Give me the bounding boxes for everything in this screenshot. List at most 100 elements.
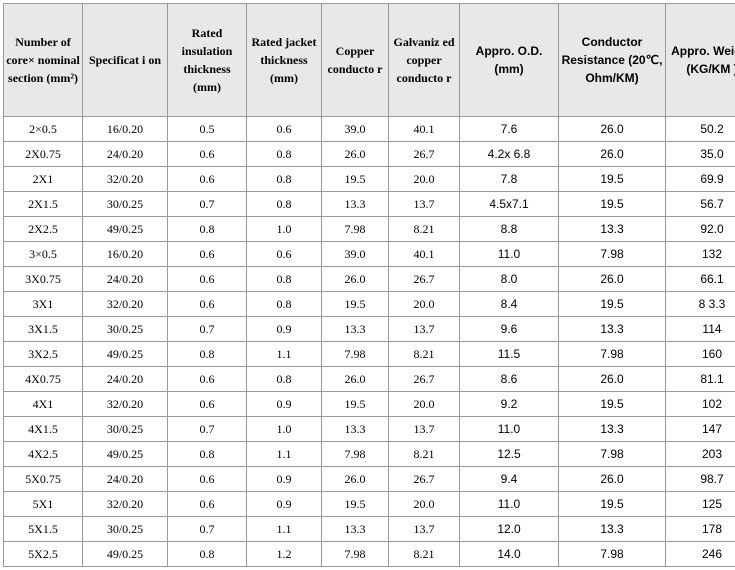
cell-r4-c1: 49/0.25 <box>83 217 168 242</box>
cell-r7-c6: 8.4 <box>460 292 559 317</box>
cell-r12-c8: 147 <box>666 417 735 442</box>
table-row: 3×0.516/0.200.60.639.040.111.07.98132 <box>4 242 735 267</box>
table-header: Number of core× nominal section (mm²)Spe… <box>4 4 735 117</box>
cell-r15-c5: 20.0 <box>389 492 460 517</box>
cell-r3-c4: 13.3 <box>322 192 389 217</box>
table-row: 4X2.549/0.250.81.17.988.2112.57.98203 <box>4 442 735 467</box>
col-header-7: Conductor Resistance (20℃, Ohm/KM) <box>559 4 666 117</box>
cell-r4-c7: 13.3 <box>559 217 666 242</box>
table-row: 2X132/0.200.60.819.520.07.819.569.9 <box>4 167 735 192</box>
cell-r9-c7: 7.98 <box>559 342 666 367</box>
col-header-8: Appro. Weight (KG/KM ) <box>666 4 735 117</box>
cell-r0-c0: 2×0.5 <box>4 117 83 142</box>
cell-r1-c6: 4.2x 6.8 <box>460 142 559 167</box>
table-row: 2×0.516/0.200.50.639.040.17.626.050.2 <box>4 117 735 142</box>
cell-r11-c0: 4X1 <box>4 392 83 417</box>
cell-r1-c0: 2X0.75 <box>4 142 83 167</box>
cell-r11-c2: 0.6 <box>168 392 247 417</box>
cell-r2-c5: 20.0 <box>389 167 460 192</box>
cell-r6-c0: 3X0.75 <box>4 267 83 292</box>
cell-r5-c7: 7.98 <box>559 242 666 267</box>
cell-r17-c4: 7.98 <box>322 542 389 567</box>
cell-r2-c6: 7.8 <box>460 167 559 192</box>
table-row: 3X132/0.200.60.819.520.08.419.58 3.3 <box>4 292 735 317</box>
cell-r12-c7: 13.3 <box>559 417 666 442</box>
cell-r5-c1: 16/0.20 <box>83 242 168 267</box>
col-header-6: Appro. O.D. (mm) <box>460 4 559 117</box>
cell-r3-c2: 0.7 <box>168 192 247 217</box>
cell-r0-c7: 26.0 <box>559 117 666 142</box>
cell-r3-c0: 2X1.5 <box>4 192 83 217</box>
cell-r16-c0: 5X1.5 <box>4 517 83 542</box>
cell-r17-c6: 14.0 <box>460 542 559 567</box>
cell-r0-c4: 39.0 <box>322 117 389 142</box>
cell-r13-c6: 12.5 <box>460 442 559 467</box>
cell-r15-c1: 32/0.20 <box>83 492 168 517</box>
cell-r12-c2: 0.7 <box>168 417 247 442</box>
table-row: 5X1.530/0.250.71.113.313.712.013.3178 <box>4 517 735 542</box>
cell-r6-c3: 0.8 <box>247 267 322 292</box>
cell-r11-c4: 19.5 <box>322 392 389 417</box>
cell-r11-c6: 9.2 <box>460 392 559 417</box>
cell-r16-c4: 13.3 <box>322 517 389 542</box>
cell-r2-c7: 19.5 <box>559 167 666 192</box>
cell-r1-c3: 0.8 <box>247 142 322 167</box>
cell-r16-c5: 13.7 <box>389 517 460 542</box>
cell-r1-c2: 0.6 <box>168 142 247 167</box>
cell-r1-c7: 26.0 <box>559 142 666 167</box>
table-row: 2X2.549/0.250.81.07.988.218.813.392.0 <box>4 217 735 242</box>
cell-r2-c3: 0.8 <box>247 167 322 192</box>
cell-r13-c2: 0.8 <box>168 442 247 467</box>
cell-r3-c8: 56.7 <box>666 192 735 217</box>
cell-r13-c1: 49/0.25 <box>83 442 168 467</box>
table-row: 5X2.549/0.250.81.27.988.2114.07.98246 <box>4 542 735 567</box>
cell-r9-c3: 1.1 <box>247 342 322 367</box>
cell-r10-c6: 8.6 <box>460 367 559 392</box>
cell-r2-c1: 32/0.20 <box>83 167 168 192</box>
cell-r14-c0: 5X0.75 <box>4 467 83 492</box>
cell-r6-c7: 26.0 <box>559 267 666 292</box>
cell-r16-c6: 12.0 <box>460 517 559 542</box>
cell-r8-c4: 13.3 <box>322 317 389 342</box>
cell-r1-c4: 26.0 <box>322 142 389 167</box>
cell-r15-c2: 0.6 <box>168 492 247 517</box>
cell-r4-c3: 1.0 <box>247 217 322 242</box>
cell-r17-c7: 7.98 <box>559 542 666 567</box>
cell-r13-c4: 7.98 <box>322 442 389 467</box>
table-row: 3X1.530/0.250.70.913.313.79.613.3114 <box>4 317 735 342</box>
cell-r10-c2: 0.6 <box>168 367 247 392</box>
cell-r10-c5: 26.7 <box>389 367 460 392</box>
cell-r6-c5: 26.7 <box>389 267 460 292</box>
cell-r13-c3: 1.1 <box>247 442 322 467</box>
cell-r4-c6: 8.8 <box>460 217 559 242</box>
table-row: 4X0.7524/0.200.60.826.026.78.626.081.1 <box>4 367 735 392</box>
cell-r15-c0: 5X1 <box>4 492 83 517</box>
cell-r14-c7: 26.0 <box>559 467 666 492</box>
cell-r1-c1: 24/0.20 <box>83 142 168 167</box>
cell-r17-c3: 1.2 <box>247 542 322 567</box>
cell-r8-c3: 0.9 <box>247 317 322 342</box>
cell-r11-c1: 32/0.20 <box>83 392 168 417</box>
cell-r14-c2: 0.6 <box>168 467 247 492</box>
table-row: 5X132/0.200.60.919.520.011.019.5125 <box>4 492 735 517</box>
cell-r8-c8: 114 <box>666 317 735 342</box>
cell-r0-c5: 40.1 <box>389 117 460 142</box>
cell-r10-c4: 26.0 <box>322 367 389 392</box>
cell-r15-c6: 11.0 <box>460 492 559 517</box>
cell-r17-c2: 0.8 <box>168 542 247 567</box>
cell-r12-c5: 13.7 <box>389 417 460 442</box>
cell-r3-c1: 30/0.25 <box>83 192 168 217</box>
cell-r10-c8: 81.1 <box>666 367 735 392</box>
cell-r12-c6: 11.0 <box>460 417 559 442</box>
cell-r0-c3: 0.6 <box>247 117 322 142</box>
cell-r16-c7: 13.3 <box>559 517 666 542</box>
cell-r14-c5: 26.7 <box>389 467 460 492</box>
cell-r14-c8: 98.7 <box>666 467 735 492</box>
cell-r3-c5: 13.7 <box>389 192 460 217</box>
cell-r7-c5: 20.0 <box>389 292 460 317</box>
cell-r5-c8: 132 <box>666 242 735 267</box>
cell-r17-c0: 5X2.5 <box>4 542 83 567</box>
cell-r8-c6: 9.6 <box>460 317 559 342</box>
cell-r3-c7: 19.5 <box>559 192 666 217</box>
cell-r5-c3: 0.6 <box>247 242 322 267</box>
